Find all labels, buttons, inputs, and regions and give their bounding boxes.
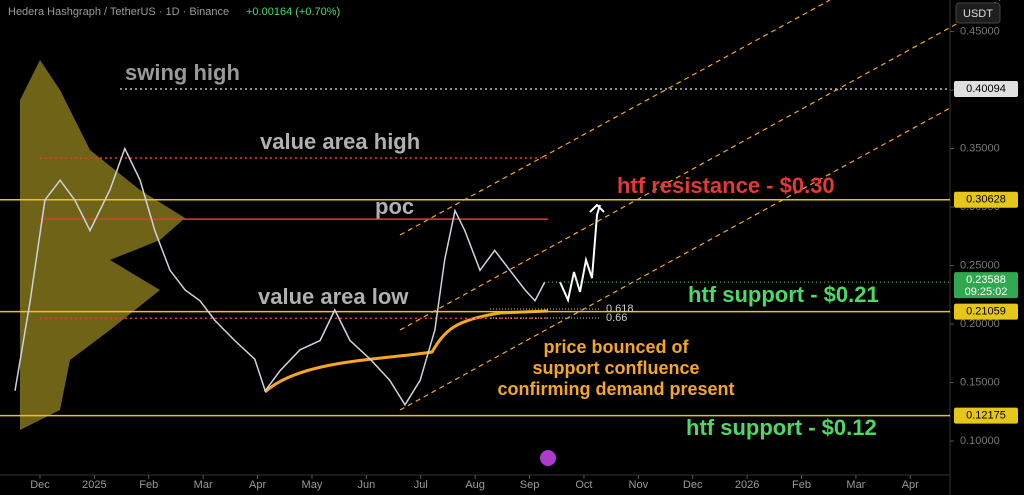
x-tick-label: Mar [194, 479, 213, 491]
y-tick-label: 0.35000 [960, 142, 1000, 154]
channel-line [399, 0, 1001, 331]
channel [399, 0, 1001, 411]
channel-line [399, 0, 831, 236]
x-tick-label: May [302, 479, 323, 491]
level-annotation: value area high [260, 129, 420, 154]
event-icon [540, 450, 556, 466]
x-tick-label: Aug [465, 479, 485, 491]
x-tick-label: Apr [249, 479, 266, 491]
price-tag-label: 0.21059 [966, 306, 1006, 318]
level-annotation: htf support - $0.21 [688, 282, 879, 307]
y-tick-label: 0.10000 [960, 435, 1000, 447]
note: price bounced of [543, 337, 689, 357]
level-annotation: swing high [125, 60, 240, 85]
currency-box[interactable] [955, 2, 1001, 24]
y-tick-label: 0.45000 [960, 25, 1000, 37]
volume-profile [20, 60, 185, 430]
x-tick-label: Oct [575, 479, 592, 491]
moving-average [263, 309, 549, 394]
level-annotation: value area low [258, 284, 409, 309]
change: +0.00164 (+0.70%) [246, 6, 340, 18]
fib-label: 0.618 [606, 303, 634, 315]
x-tick-label: Jul [414, 479, 428, 491]
price-tag-label: 0.30628 [966, 194, 1006, 206]
price-tag [954, 80, 1018, 97]
symbol: Hedera Hashgraph / TetherUS · 1D · Binan… [8, 6, 229, 18]
x-tick-label: Dec [683, 479, 703, 491]
price-tag [954, 303, 1018, 320]
projection-arrow [559, 204, 601, 304]
profile-shape [20, 60, 185, 430]
x-tick-label: Jun [357, 479, 375, 491]
x-tick-label: Sep [520, 479, 540, 491]
x-tick-label: 2025 [82, 479, 106, 491]
channel-line [399, 107, 951, 411]
x-tick-label: Apr [902, 479, 919, 491]
x-tick-label: Mar [846, 479, 865, 491]
last-price-label: 0.23588 [966, 274, 1006, 286]
x-tick-label: Feb [139, 479, 158, 491]
note: support confluence [532, 358, 699, 378]
price-tag-label: 0.12175 [966, 410, 1006, 422]
y-tick-label: 0.20000 [960, 318, 1000, 330]
level-annotation: htf support - $0.12 [686, 415, 877, 440]
x-tick-label: Nov [629, 479, 649, 491]
countdown: 09:25:02 [965, 286, 1008, 298]
fib-label: 0.66 [606, 312, 627, 324]
note: confirming demand present [497, 379, 734, 399]
arrow-head [589, 203, 605, 213]
level-annotation: htf resistance - $0.30 [617, 173, 835, 198]
y-tick-label: 0.25000 [960, 259, 1000, 271]
level-annotation: poc [375, 194, 414, 219]
currency[interactable]: USDT [963, 8, 993, 20]
x-tick-label: Dec [30, 479, 50, 491]
price-tag-label: 0.40094 [966, 83, 1006, 95]
x-tick-label: 2026 [735, 479, 759, 491]
last-price-tag [954, 272, 1018, 299]
price-tag [954, 191, 1018, 208]
price-line [14, 146, 546, 407]
x-tick-label: Feb [792, 479, 811, 491]
y-tick-label: 0.15000 [960, 376, 1000, 388]
price-tag [954, 407, 1018, 424]
